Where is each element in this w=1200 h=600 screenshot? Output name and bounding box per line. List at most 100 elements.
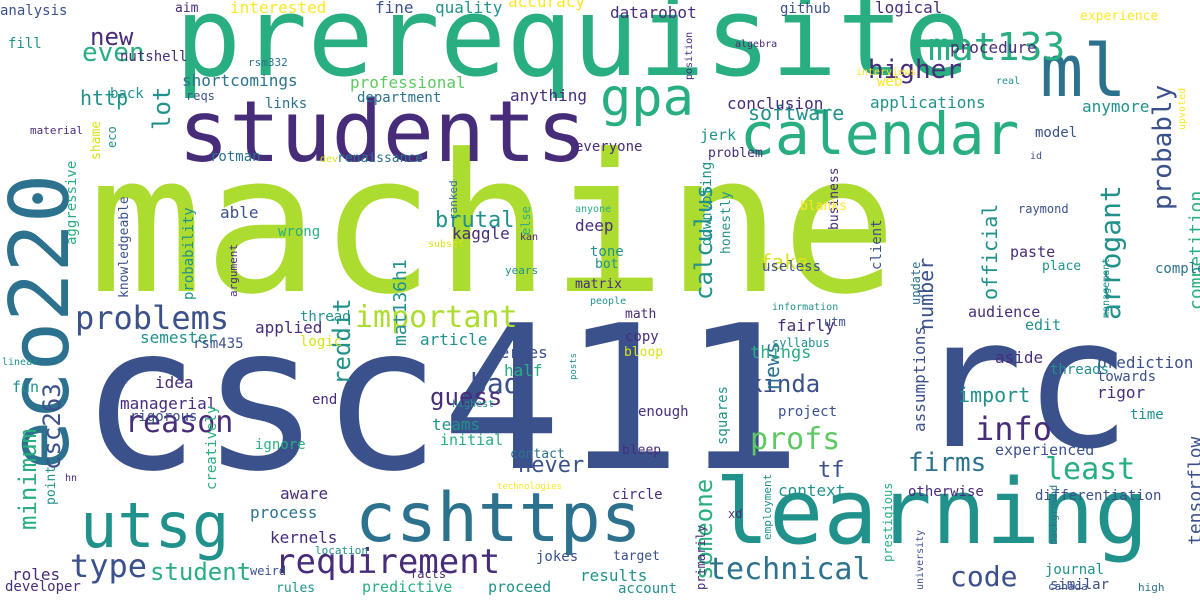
word-competition: competition (1186, 190, 1200, 310)
word-highest: highest (452, 399, 495, 410)
word-thread: thread (300, 309, 351, 325)
word-ignore: ignore (255, 437, 306, 453)
word-kinda: kinda (748, 370, 821, 398)
word-gpa: gpa (600, 68, 694, 128)
word-jokes: jokes (536, 549, 579, 565)
word-machine: machine (88, 114, 898, 337)
word-profs: profs (750, 422, 841, 457)
word-anymore: anymore (1082, 97, 1150, 116)
word-prediction: prediction (1097, 353, 1194, 372)
word-tf: tf (818, 458, 845, 483)
word-xd: xd (728, 507, 743, 521)
word-argument: argument (227, 244, 240, 297)
word-fairly: fairly (777, 316, 835, 335)
word-new: new (90, 23, 134, 51)
word-high: high (1138, 581, 1165, 594)
word-never: never (518, 453, 585, 478)
word-math: math (625, 307, 657, 322)
word-bloop: bloop (624, 345, 664, 360)
word-reqs: reqs (186, 89, 215, 103)
word-anything: anything (510, 86, 588, 105)
word-else: else (519, 206, 533, 235)
word-guess: guess (430, 383, 503, 411)
word-upvoted: upvoted (1177, 87, 1188, 130)
word-quality: quality (435, 0, 503, 17)
word-bleep: bleep (622, 443, 662, 458)
word-aside: aside (995, 348, 1044, 367)
word-utsg: utsg (80, 489, 230, 562)
word-contact: contact (510, 447, 565, 462)
word-students: students (178, 83, 588, 182)
word-probability: probability (181, 207, 197, 300)
word-management: management (1101, 257, 1112, 318)
word-even: even (82, 38, 145, 68)
word-similar: similar (1050, 577, 1110, 593)
word-nutshell: nutshell (120, 49, 188, 65)
word-rigor: rigor (1097, 383, 1146, 402)
word-raymond: raymond (1018, 202, 1069, 216)
word-accuracy: accuracy (508, 0, 586, 11)
word-github: github (780, 1, 831, 17)
word-project: project (778, 404, 838, 420)
word-circle: circle (612, 487, 663, 503)
word-honestly: honestly (719, 191, 734, 254)
word-conclusion: conclusion (727, 94, 824, 113)
word-ranked: ranked (447, 180, 460, 220)
word-rsm332: rsm332 (248, 56, 288, 69)
word-wrong: wrong (278, 224, 321, 240)
word-least: least (1045, 452, 1136, 487)
word-creatively: creatively (204, 405, 220, 490)
word-primarily: primarily (694, 524, 708, 590)
word-place: place (1042, 259, 1082, 274)
word-audience: audience (968, 303, 1041, 321)
word-id: id (1030, 151, 1043, 162)
word-shortcomings: shortcomings (182, 71, 298, 90)
word-applied: applied (255, 318, 323, 337)
word-info: info (975, 410, 1053, 448)
word-half: half (504, 361, 543, 380)
word-dev: dev (320, 154, 339, 165)
word-posts: posts (569, 352, 579, 380)
word-firms: firms (908, 448, 987, 478)
word-utm: utm (824, 315, 846, 329)
word-interested: interested (230, 0, 327, 17)
word-roles: roles (12, 565, 61, 584)
word-problem: problem (708, 146, 763, 161)
word-rotman: rotman (210, 149, 261, 165)
word-kan: kan (520, 232, 539, 243)
word-initial: initial (440, 431, 504, 449)
word-matrix: matrix (575, 277, 622, 292)
word-background: background (1049, 484, 1060, 545)
word-hn: hn (65, 473, 78, 484)
word-journal: journal (1045, 562, 1105, 578)
word-aim: aim (175, 1, 199, 16)
word-fine: fine (375, 0, 414, 17)
word-applications: applications (870, 93, 986, 112)
word-datarobot: datarobot (610, 3, 697, 22)
word-threads: threads (1050, 362, 1110, 378)
word-prestigious: prestigious (881, 482, 895, 562)
word-article: article (420, 330, 488, 349)
word-proceed: proceed (488, 578, 552, 596)
word-real: real (996, 76, 1021, 87)
word-logical: logical (875, 0, 943, 17)
word-copy: copy (625, 329, 659, 345)
word-cshttps: cshttps (355, 479, 642, 558)
word-people: people (590, 296, 627, 307)
word-end: end (312, 392, 338, 408)
word-managerial: managerial (120, 394, 217, 413)
word-minimum: minimum (14, 428, 42, 530)
word-renaissance: renaissance (337, 151, 424, 166)
word-lot: lot (148, 86, 176, 130)
word-logic: logic (300, 334, 343, 350)
word-deep: deep (575, 216, 614, 235)
word-time: time (1130, 407, 1164, 423)
word-results: results (580, 566, 648, 585)
word-point: point (44, 465, 59, 505)
word-rigorous: rigorous (130, 409, 198, 425)
word-procedure: procedure (950, 38, 1037, 57)
word-http: http (80, 86, 129, 110)
word-interviews: interviews (856, 67, 917, 78)
word-facts: facts (410, 567, 447, 581)
word-anyone: anyone (575, 204, 612, 215)
